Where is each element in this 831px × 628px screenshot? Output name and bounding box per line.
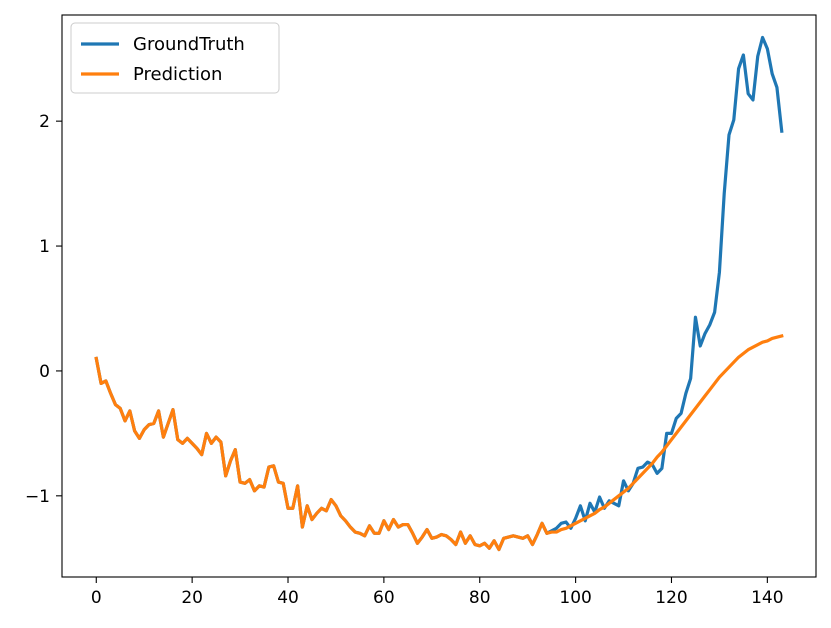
axes-frame <box>61 14 817 578</box>
plot-area <box>94 35 784 552</box>
series-line-prediction <box>94 334 784 552</box>
legend-label-prediction: Prediction <box>133 64 222 85</box>
x-tick-label: 20 <box>181 588 203 608</box>
y-tick-label: 1 <box>39 237 50 257</box>
x-tick-label: 40 <box>277 588 299 608</box>
axes: 0 20 40 60 80 100 120 140 −1 0 1 2 <box>25 14 817 608</box>
series-lines <box>94 35 784 552</box>
x-tick-label: 120 <box>655 588 687 608</box>
legend-label-groundtruth: GroundTruth <box>133 34 245 55</box>
legend: GroundTruth Prediction <box>70 22 280 94</box>
x-tick-label: 80 <box>469 588 491 608</box>
x-tick-label: 0 <box>91 588 102 608</box>
y-tick-label: −1 <box>25 487 50 507</box>
y-tick-label: 2 <box>39 112 50 132</box>
legend-box <box>70 22 280 94</box>
x-tick-label: 100 <box>559 588 591 608</box>
x-tick-label: 140 <box>751 588 783 608</box>
x-tick-label: 60 <box>373 588 395 608</box>
y-tick-label: 0 <box>39 362 50 382</box>
